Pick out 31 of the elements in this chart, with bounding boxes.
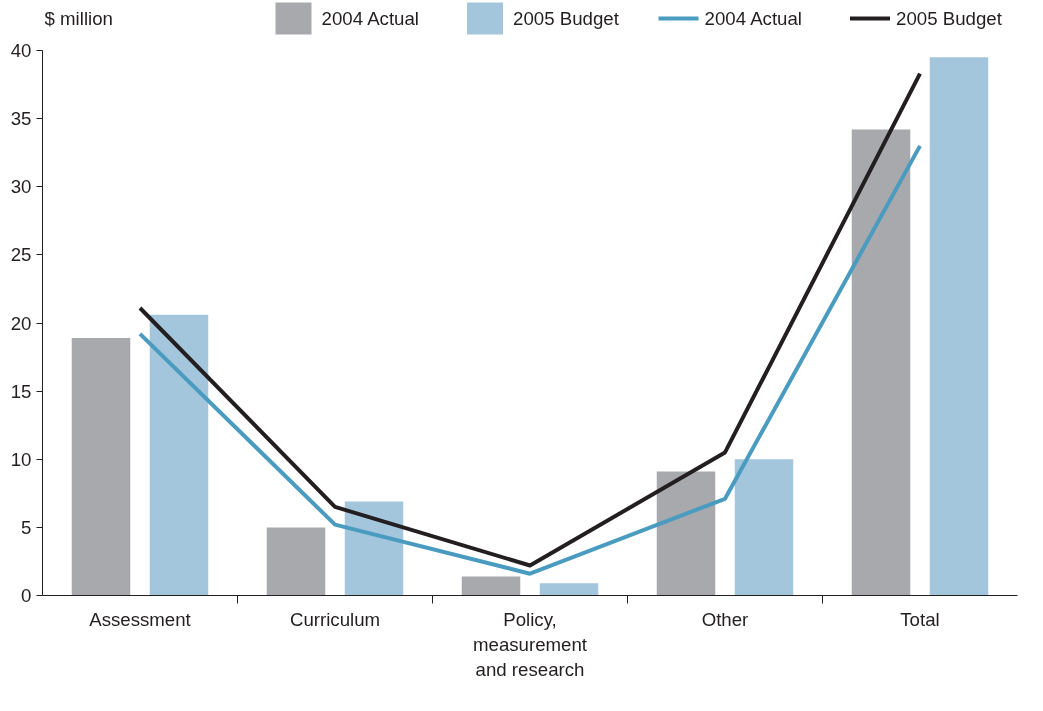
x-tick-label: Total [900, 608, 940, 630]
bar [149, 314, 209, 596]
legend-label: 2005 Budget [513, 8, 620, 29]
y-tick-label: 35 [10, 108, 32, 130]
line-series [138, 143, 922, 576]
y-tick-label: 20 [10, 312, 32, 334]
legend-label: 2004 Actual [704, 8, 803, 29]
bar [656, 471, 716, 596]
x-tick-label: Other [701, 608, 749, 630]
y-tick-label: 10 [10, 448, 32, 470]
bar [734, 459, 794, 596]
x-tick-label: Curriculum [289, 608, 381, 630]
y-tick-label: 0 [21, 585, 32, 606]
y-tick-label: 30 [10, 176, 32, 198]
bar [539, 583, 599, 596]
y-tick-label: 15 [10, 380, 32, 402]
bar [851, 129, 911, 596]
bar [266, 527, 326, 596]
legend-label: 2005 Budget [896, 8, 1003, 29]
bar [71, 337, 131, 596]
x-tick-label: Assessment [89, 608, 192, 630]
y-tick-label: 5 [21, 516, 32, 538]
line-series [138, 71, 922, 568]
y-tick-label: 40 [10, 40, 32, 61]
bar [344, 501, 404, 596]
y-axis-title: $ million [44, 7, 113, 29]
bar [461, 576, 521, 596]
x-tick-label: Policy, measurement and research [472, 608, 588, 680]
bar [929, 57, 989, 596]
y-tick-label: 25 [10, 244, 32, 266]
legend-label: 2004 Actual [321, 8, 420, 29]
